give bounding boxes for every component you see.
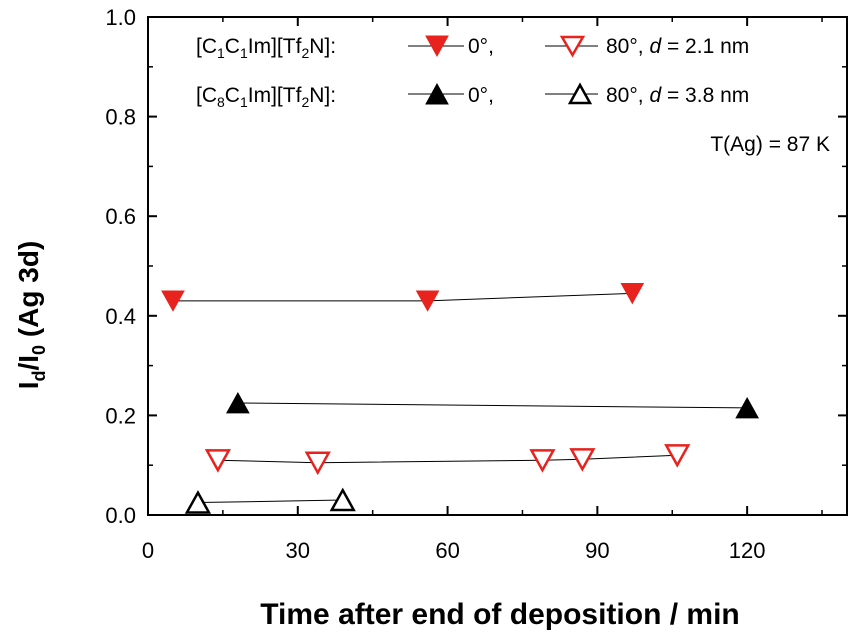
x-tick-label: 0 xyxy=(142,538,154,563)
legend-label-c8c1im: [C8C1Im][Tf2N]: xyxy=(196,84,336,110)
series-lines xyxy=(172,292,748,504)
legend-label-c1c1im: [C1C1Im][Tf2N]: xyxy=(196,35,336,61)
y-tick-label: 0.0 xyxy=(105,503,136,528)
data-point-series-1 xyxy=(204,449,232,473)
data-point-series-1 xyxy=(664,444,691,468)
series-line-3 xyxy=(197,499,343,504)
plot-frame: 0 30 60 90 120 0.0 0.2 0.4 0.6 0.8 1.0 xyxy=(105,5,848,563)
x-axis-title: Time after end of deposition / min xyxy=(260,598,740,631)
legend-label-80deg-b: 80°, d = 3.8 nm xyxy=(606,84,749,107)
data-point-series-3 xyxy=(184,490,212,514)
y-tick-label: 0.6 xyxy=(105,204,136,229)
y-tick-label: 0.4 xyxy=(105,304,136,329)
legend-label-80deg-a: 80°, d = 2.1 nm xyxy=(606,35,749,58)
y-tick-label: 0.8 xyxy=(105,105,136,130)
x-tick-label: 90 xyxy=(585,538,609,563)
temperature-annotation: T(Ag) = 87 K xyxy=(710,133,830,156)
series-line-2 xyxy=(237,402,748,409)
legend-row-c8c1im: [C8C1Im][Tf2N]: 0°, 80°, d = 3.8 nm xyxy=(196,82,749,110)
data-point-series-1 xyxy=(304,451,331,476)
legend-marker-red-open-triangle xyxy=(559,35,586,58)
data-point-series-3 xyxy=(329,487,356,512)
data-point-series-2 xyxy=(226,392,250,414)
x-tick-label: 30 xyxy=(286,538,310,563)
legend-marker-black-filled-triangle xyxy=(425,82,449,105)
y-tick-label: 1.0 xyxy=(105,5,136,30)
data-point-series-0 xyxy=(415,290,440,312)
series-line-1 xyxy=(217,454,678,464)
legend-row-c1c1im: [C1C1Im][Tf2N]: 0°, 80°, d = 2.1 nm xyxy=(196,35,749,61)
data-point-series-0 xyxy=(161,290,185,312)
y-tick-label: 0.2 xyxy=(105,403,136,428)
data-point-series-0 xyxy=(620,282,645,305)
series-line-0 xyxy=(172,292,633,302)
data-point-series-2 xyxy=(735,397,759,419)
legend-marker-black-open-triangle xyxy=(567,82,593,105)
legend-marker-red-filled-triangle xyxy=(425,35,449,58)
x-tick-label: 120 xyxy=(729,538,766,563)
legend-label-0deg-a: 0°, xyxy=(468,35,494,58)
series-markers xyxy=(161,282,759,514)
data-point-series-1 xyxy=(569,448,596,472)
data-point-series-1 xyxy=(529,449,556,473)
legend-label-0deg-b: 0°, xyxy=(468,84,494,107)
y-axis-title: Id/I0 (Ag 3d) xyxy=(13,241,49,390)
x-tick-label: 60 xyxy=(435,538,459,563)
